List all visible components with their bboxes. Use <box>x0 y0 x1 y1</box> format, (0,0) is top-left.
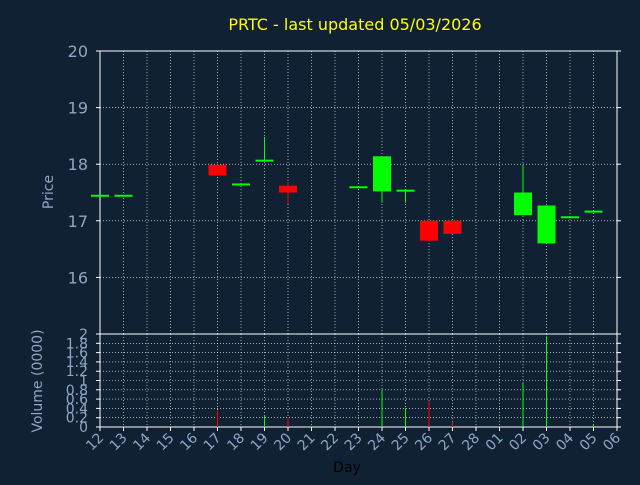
x-tick-label: 27 <box>436 430 460 454</box>
price-tick-label: 18 <box>68 155 88 174</box>
candle-body <box>208 164 227 176</box>
volume-axis-label: Volume (0000) <box>30 329 46 432</box>
x-tick-label: 05 <box>577 430 601 454</box>
volume-tick-label: 0.8 <box>66 383 88 399</box>
candle-body <box>232 183 250 186</box>
x-tick-label: 16 <box>177 430 201 454</box>
volume-tick-label: 2 <box>79 327 88 343</box>
x-tick-label: 13 <box>107 430 131 454</box>
candle-body <box>255 159 274 162</box>
x-tick-label: 15 <box>154 430 178 454</box>
x-tick-label: 04 <box>553 430 577 454</box>
candle-body <box>443 220 462 234</box>
volume-tick-label: 0.2 <box>66 411 88 427</box>
volume-tick-label: 0.4 <box>66 401 88 417</box>
volume-tick-label: 1.8 <box>66 336 88 352</box>
volume-tick-label: 1.2 <box>66 364 88 380</box>
price-tick-label: 20 <box>68 42 88 61</box>
candle-body <box>373 156 391 192</box>
x-tick-label: 02 <box>506 430 530 454</box>
x-tick-label: 23 <box>342 430 366 454</box>
price-axis-label: Price <box>41 175 57 209</box>
x-tick-label: 28 <box>459 430 483 454</box>
volume-tick-label: 0.6 <box>66 392 88 408</box>
x-tick-label: 26 <box>412 430 436 454</box>
x-tick-label: 01 <box>483 430 507 454</box>
x-tick-label: 22 <box>318 430 342 454</box>
x-tick-label: 21 <box>295 430 319 454</box>
candle-body <box>514 192 532 216</box>
x-tick-label: 20 <box>271 430 295 454</box>
candle-body <box>349 186 368 189</box>
x-tick-label: 18 <box>224 430 248 454</box>
x-axis-label: Day <box>333 460 361 476</box>
candle-body <box>114 194 133 197</box>
volume-tick-label: 0 <box>79 420 88 436</box>
x-tick-label: 03 <box>530 430 554 454</box>
x-tick-label: 19 <box>248 430 272 454</box>
candle-body <box>279 185 297 193</box>
price-tick-label: 17 <box>68 212 88 231</box>
candle-body <box>396 189 415 192</box>
x-tick-label: 25 <box>389 430 413 454</box>
chart-title: PRTC - last updated 05/03/2026 <box>228 15 481 34</box>
price-panel: 16 17 18 19 20 <box>68 42 621 335</box>
price-tick-label: 19 <box>68 99 88 118</box>
x-tick-label: 06 <box>600 430 624 454</box>
candle-body <box>420 220 438 241</box>
volume-tick-label: 1 <box>79 374 88 390</box>
x-tick-label: 14 <box>130 430 154 454</box>
x-tick-label: 17 <box>201 430 225 454</box>
x-tick-label: 24 <box>365 430 389 454</box>
volume-tick-label: 1.4 <box>66 355 88 371</box>
candle-body <box>537 205 556 244</box>
candle-body <box>91 194 109 197</box>
volume-tick-label: 1.6 <box>66 346 88 362</box>
price-tick-label: 16 <box>68 268 88 287</box>
candle-body <box>561 216 579 219</box>
candle-body <box>584 210 603 213</box>
